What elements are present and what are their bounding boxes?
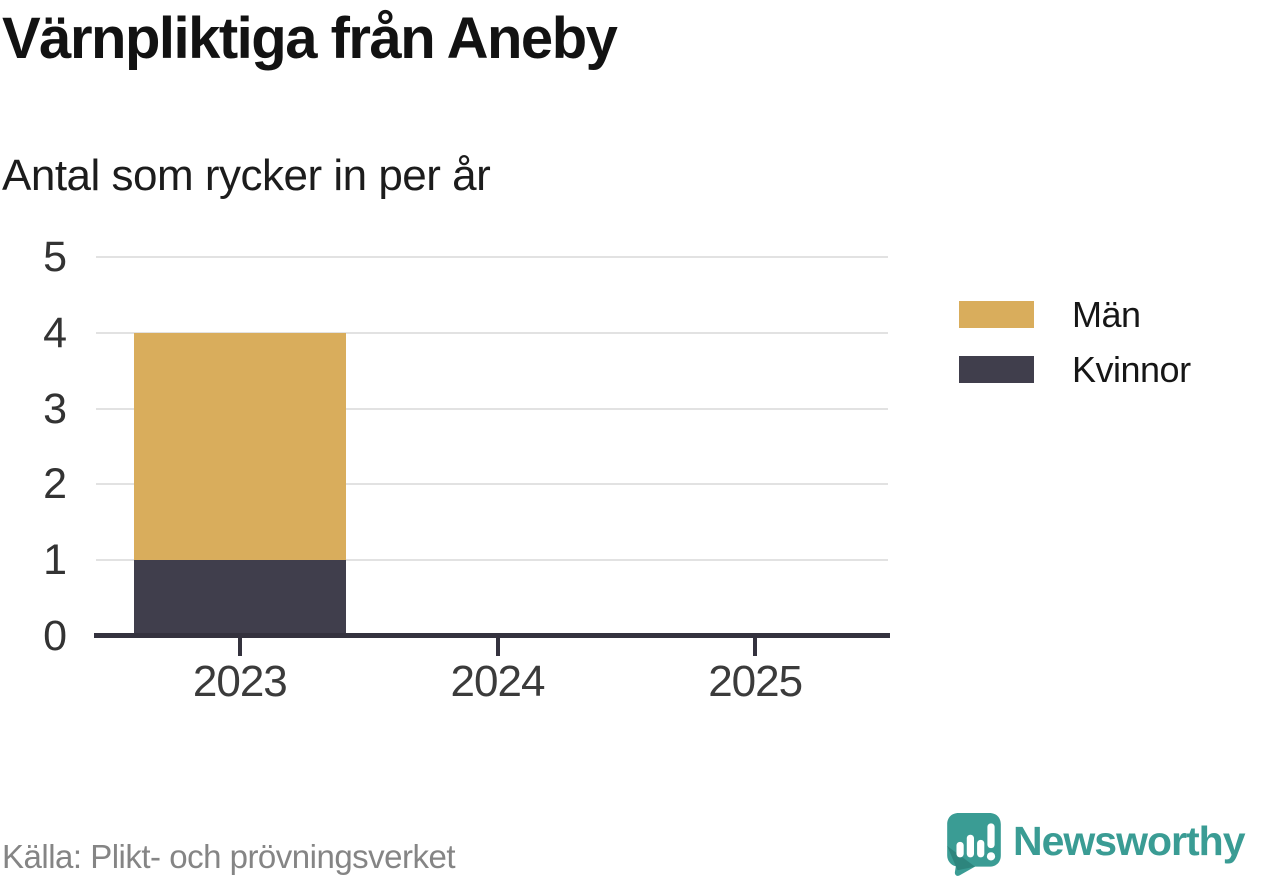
newsworthy-logo: Newsworthy: [946, 812, 1245, 878]
newsworthy-bubble-chart-icon: [947, 813, 1001, 876]
x-axis-tick-2024: [495, 638, 500, 656]
gridline-y4: [96, 331, 888, 334]
y-axis-label-5: 5: [43, 233, 67, 281]
gridline-y1: [96, 559, 888, 562]
legend-item-kvinnor: Kvinnor: [959, 351, 1191, 387]
gridline-y5: [96, 256, 888, 258]
legend-label-kvinnor: Kvinnor: [1072, 348, 1191, 390]
chart-title: Värnpliktiga från Aneby: [2, 6, 618, 71]
y-axis-label-4: 4: [43, 308, 67, 357]
source-note: Källa: Plikt- och prövningsverket: [2, 838, 456, 875]
y-axis-label-1: 1: [43, 536, 67, 585]
gridline-y2: [96, 483, 888, 486]
legend-label-man: Män: [1072, 293, 1141, 335]
x-axis-label-2025: 2025: [708, 657, 803, 706]
x-axis-tick-2023: [237, 638, 242, 656]
x-axis-label-2023: 2023: [192, 657, 288, 706]
chart-subtitle: Antal som rycker in per år: [2, 151, 491, 200]
legend-swatch-man: [959, 301, 1034, 328]
bar-segment-män-2023: [133, 332, 346, 561]
bar-segment-kvinnor-2023: [133, 560, 346, 636]
y-axis-label-2: 2: [43, 460, 67, 509]
newsworthy-wordmark: Newsworthy: [1013, 818, 1245, 864]
y-axis-label-3: 3: [43, 384, 67, 433]
legend-swatch-kvinnor: [959, 356, 1034, 383]
x-axis-label-2024: 2024: [450, 657, 546, 706]
x-axis-line: [94, 633, 890, 638]
x-axis-tick-2025: [753, 638, 758, 656]
chart-legend: Män Kvinnor: [959, 296, 1191, 411]
y-axis-label-0: 0: [43, 612, 67, 660]
legend-item-man: Män: [959, 296, 1191, 332]
gridline-y3: [96, 407, 888, 410]
